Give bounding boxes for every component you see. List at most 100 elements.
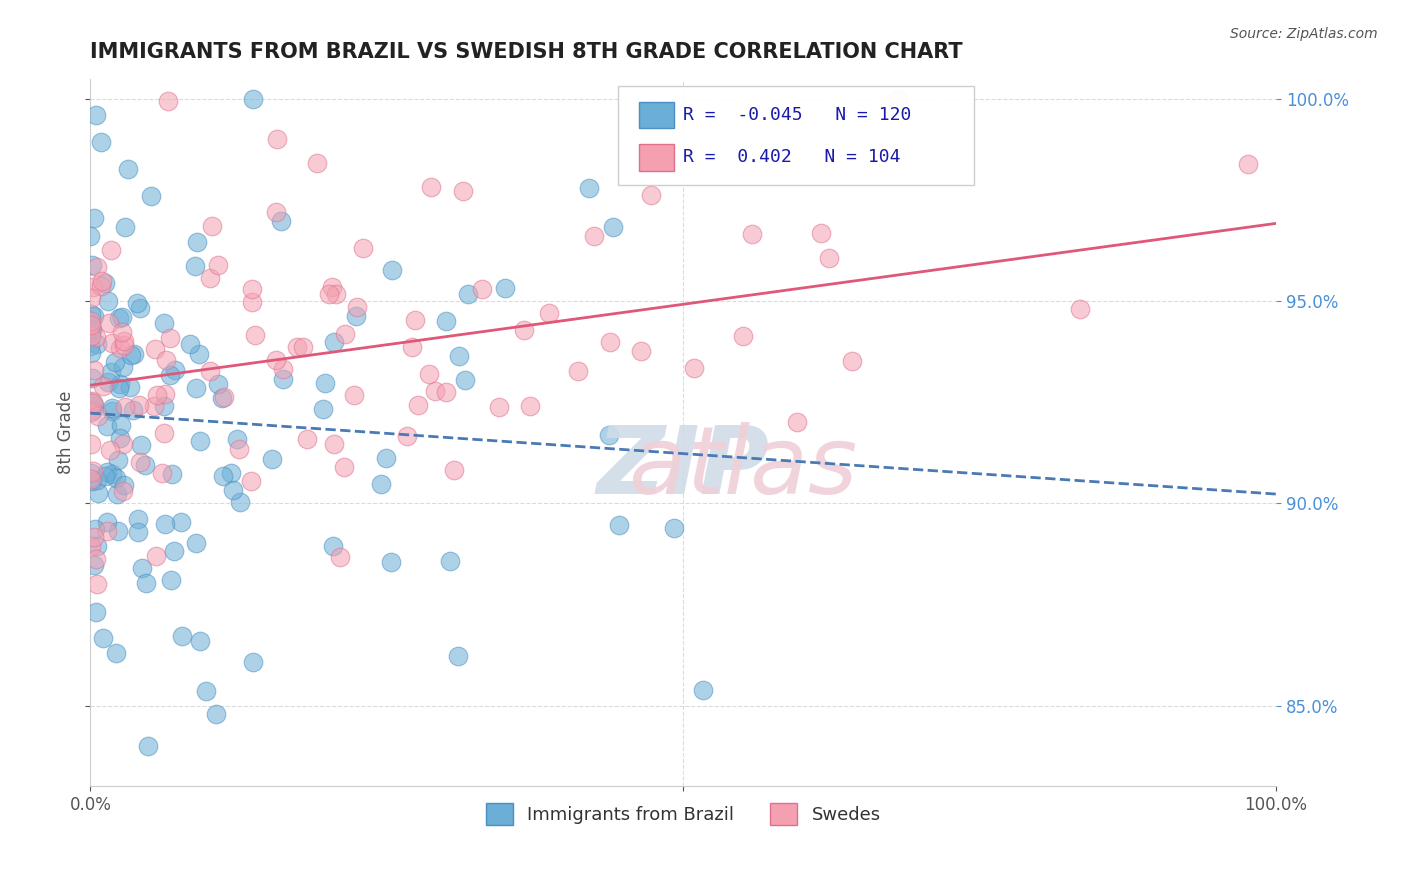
Point bbox=[145, 549, 167, 564]
Point bbox=[886, 92, 908, 106]
Point bbox=[439, 554, 461, 568]
Point bbox=[107, 453, 129, 467]
Point bbox=[418, 367, 440, 381]
Point bbox=[82, 279, 104, 293]
Point bbox=[100, 243, 122, 257]
Point bbox=[82, 322, 104, 336]
Point bbox=[83, 211, 105, 225]
Point bbox=[111, 325, 134, 339]
Point bbox=[1069, 302, 1091, 317]
Point bbox=[129, 455, 152, 469]
Point bbox=[292, 340, 315, 354]
Point bbox=[211, 391, 233, 405]
Point bbox=[96, 465, 118, 479]
Point bbox=[494, 281, 516, 295]
Text: R =  -0.045   N = 120: R = -0.045 N = 120 bbox=[683, 106, 911, 124]
Point bbox=[114, 478, 136, 492]
Point bbox=[470, 282, 492, 296]
Point bbox=[84, 522, 107, 536]
Point bbox=[321, 280, 343, 294]
Point bbox=[285, 340, 308, 354]
Point bbox=[270, 214, 292, 228]
Point bbox=[160, 467, 183, 481]
Point bbox=[110, 417, 132, 432]
Point bbox=[90, 279, 112, 293]
Point bbox=[94, 468, 117, 483]
Point bbox=[322, 539, 344, 553]
Point bbox=[108, 310, 131, 325]
Point bbox=[112, 334, 135, 348]
Point bbox=[139, 189, 162, 203]
Point bbox=[163, 543, 186, 558]
Point bbox=[146, 388, 169, 402]
Point bbox=[101, 467, 124, 482]
Point bbox=[741, 227, 763, 241]
Point bbox=[86, 473, 108, 487]
Point bbox=[314, 376, 336, 390]
Point bbox=[1237, 157, 1260, 171]
Point bbox=[127, 512, 149, 526]
Point bbox=[443, 463, 465, 477]
Point bbox=[447, 349, 470, 363]
Point bbox=[105, 486, 128, 500]
Point bbox=[82, 396, 104, 410]
Point bbox=[111, 310, 134, 325]
Point bbox=[242, 655, 264, 669]
Point bbox=[692, 682, 714, 697]
Point bbox=[84, 605, 107, 619]
Point bbox=[96, 418, 118, 433]
Point bbox=[201, 219, 224, 234]
Point bbox=[262, 452, 284, 467]
Point bbox=[352, 241, 374, 255]
Point bbox=[83, 558, 105, 573]
Point bbox=[111, 437, 134, 451]
Point bbox=[731, 328, 754, 343]
Point bbox=[163, 363, 186, 377]
Point bbox=[188, 633, 211, 648]
Point bbox=[80, 258, 103, 272]
Point bbox=[80, 370, 103, 384]
Point bbox=[194, 684, 217, 698]
Point bbox=[818, 252, 841, 266]
Point bbox=[343, 388, 366, 402]
Text: IMMIGRANTS FROM BRAZIL VS SWEDISH 8TH GRADE CORRELATION CHART: IMMIGRANTS FROM BRAZIL VS SWEDISH 8TH GR… bbox=[90, 42, 963, 62]
Point bbox=[111, 360, 134, 375]
Point bbox=[79, 318, 101, 332]
Point bbox=[240, 474, 263, 488]
Point bbox=[229, 495, 252, 509]
Point bbox=[86, 577, 108, 591]
Point bbox=[79, 345, 101, 359]
Point bbox=[101, 401, 124, 415]
Point bbox=[537, 305, 560, 319]
Point bbox=[120, 348, 142, 362]
FancyBboxPatch shape bbox=[619, 86, 974, 185]
Point bbox=[312, 401, 335, 416]
Point bbox=[96, 516, 118, 530]
Point bbox=[630, 344, 652, 359]
Point bbox=[83, 309, 105, 323]
Point bbox=[335, 327, 357, 342]
Point bbox=[434, 314, 457, 328]
Point bbox=[447, 648, 470, 663]
Point bbox=[101, 336, 124, 351]
Point bbox=[79, 325, 101, 339]
Point bbox=[107, 524, 129, 539]
Point bbox=[198, 364, 221, 378]
Point bbox=[86, 539, 108, 553]
Point bbox=[307, 155, 329, 169]
Point bbox=[183, 259, 205, 273]
Point bbox=[86, 260, 108, 274]
Point bbox=[104, 646, 127, 660]
Point bbox=[79, 437, 101, 451]
Point bbox=[90, 135, 112, 149]
Point bbox=[380, 555, 402, 569]
Point bbox=[112, 484, 135, 499]
Point bbox=[100, 403, 122, 417]
Point bbox=[425, 384, 447, 398]
Point bbox=[325, 286, 347, 301]
Point bbox=[131, 561, 153, 575]
Point bbox=[420, 180, 443, 194]
Point bbox=[104, 355, 127, 369]
Point bbox=[129, 301, 152, 316]
Point bbox=[186, 235, 208, 250]
